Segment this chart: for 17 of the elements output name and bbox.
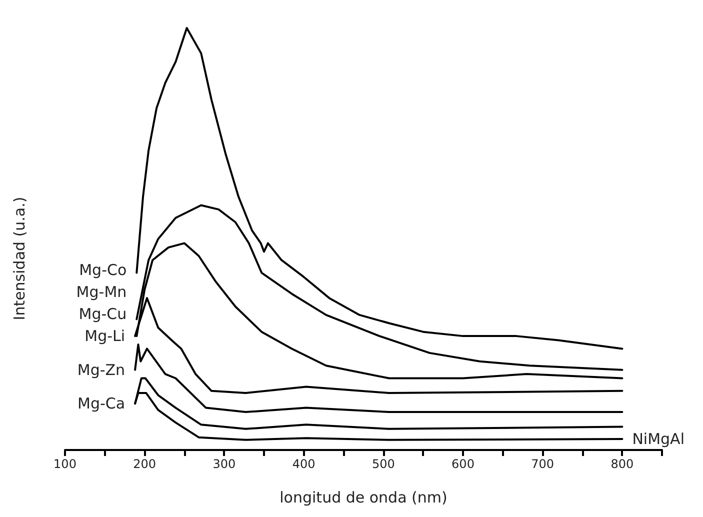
series-label: Mg-Mn (76, 283, 127, 302)
x-tick-label: 700 (531, 457, 554, 471)
series-label: NiMgAl (632, 430, 684, 448)
x-tick-label: 300 (212, 457, 236, 471)
series-label: Mg-Zn (77, 360, 126, 379)
series-label: Mg-Cu (78, 305, 127, 324)
series-label: Mg-Ca (78, 394, 126, 413)
x-tick-label: 200 (133, 457, 156, 471)
x-tick-label: 800 (610, 457, 634, 471)
x-tick-label: 500 (372, 457, 395, 471)
x-tick-label: 600 (452, 457, 474, 471)
series-label: Mg-Li (84, 327, 126, 346)
x-tick-label: 400 (292, 457, 316, 471)
x-tick-label: 100 (54, 457, 76, 471)
x-axis-title: longitud de onda (nm) (280, 488, 448, 506)
y-axis-title: Intensidad (u.a.) (10, 196, 28, 320)
series-label: Mg-Co (79, 261, 127, 280)
